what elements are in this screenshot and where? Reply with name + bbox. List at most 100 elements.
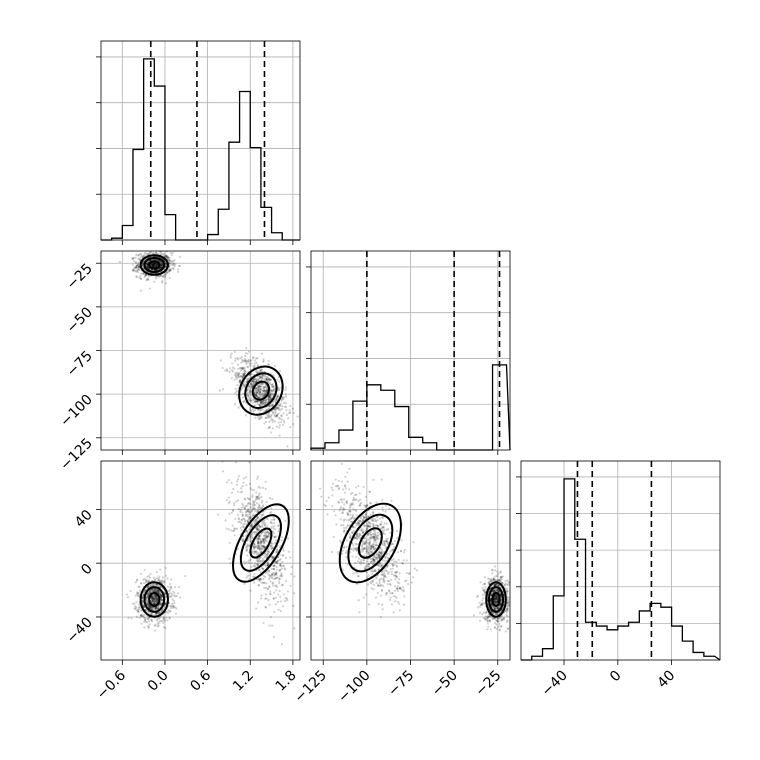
scatter-point <box>247 385 250 388</box>
scatter-point <box>343 503 346 506</box>
scatter-point <box>146 595 149 598</box>
scatter-point <box>243 519 247 522</box>
scatter-point <box>237 508 240 511</box>
scatter-point <box>258 568 261 572</box>
scatter-point <box>154 596 158 599</box>
scatter-point <box>150 264 154 267</box>
scatter-point <box>489 580 492 583</box>
scatter-point <box>396 536 399 540</box>
scatter-point <box>151 262 154 266</box>
scatter-point <box>272 387 275 390</box>
scatter-point <box>486 619 490 622</box>
scatter-point <box>284 395 288 398</box>
scatter-point <box>145 273 148 277</box>
scatter-point <box>275 397 278 401</box>
scatter-point <box>148 287 152 290</box>
scatter-point <box>256 529 259 532</box>
scatter-point <box>274 410 277 413</box>
scatter-point <box>254 521 257 524</box>
scatter-point <box>494 596 498 599</box>
scatter-point <box>169 269 172 272</box>
scatter-point <box>248 391 251 395</box>
scatter-point <box>494 595 497 599</box>
scatter-point <box>343 526 346 530</box>
scatter-point <box>139 582 143 585</box>
scatter-point <box>241 376 244 379</box>
scatter-point <box>472 614 476 617</box>
scatter-point <box>261 402 264 405</box>
scatter-point <box>252 356 255 359</box>
scatter-point <box>253 399 256 402</box>
scatter-point <box>270 547 273 550</box>
scatter-point <box>142 605 145 608</box>
scatter-point <box>155 599 159 602</box>
scatter-point <box>233 529 236 532</box>
scatter-point <box>267 377 271 380</box>
scatter-point <box>154 590 158 593</box>
scatter-point <box>155 251 158 254</box>
scatter-point <box>137 268 140 271</box>
scatter-point <box>228 512 231 515</box>
scatter-point <box>247 545 250 548</box>
scatter-point <box>264 586 268 590</box>
scatter-point <box>265 535 268 539</box>
scatter-point <box>505 614 508 617</box>
scatter-point <box>140 614 143 617</box>
scatter-point <box>137 271 140 274</box>
scatter-point <box>381 498 384 501</box>
scatter-point <box>496 597 499 601</box>
scatter-point <box>281 396 284 399</box>
scatter-point <box>152 265 155 269</box>
scatter-point <box>367 583 370 586</box>
scatter-point <box>134 256 137 259</box>
scatter-point <box>234 461 237 464</box>
scatter-point <box>131 256 134 260</box>
scatter-point <box>148 606 152 609</box>
scatter-point <box>150 599 153 602</box>
scatter-point <box>243 517 246 521</box>
scatter-point <box>248 374 251 377</box>
scatter-point <box>492 606 496 610</box>
scatter-point <box>259 525 262 528</box>
scatter-point <box>144 273 147 276</box>
scatter-point <box>250 385 253 388</box>
scatter-point <box>160 262 163 265</box>
scatter-point <box>507 583 510 587</box>
scatter-point <box>150 597 154 600</box>
scatter-point <box>153 265 156 268</box>
scatter-point <box>154 597 158 601</box>
scatter-point <box>240 518 244 521</box>
scatter-point <box>152 601 155 604</box>
scatter-point <box>217 513 220 516</box>
scatter-point <box>258 546 262 549</box>
scatter-point <box>235 527 239 530</box>
scatter-point <box>275 414 278 417</box>
scatter-point <box>178 264 181 267</box>
scatter-point <box>268 382 272 385</box>
scatter-point <box>154 595 158 598</box>
scatter-point <box>383 559 387 562</box>
scatter-point <box>271 573 274 576</box>
scatter-point <box>153 624 157 627</box>
scatter-point <box>172 267 175 271</box>
scatter-point <box>266 552 269 555</box>
scatter-point <box>231 366 235 369</box>
scatter-point <box>137 610 140 614</box>
scatter-point <box>487 577 490 580</box>
scatter-point <box>259 577 263 580</box>
scatter-point <box>257 396 260 399</box>
scatter-point <box>498 578 501 582</box>
scatter-point <box>245 362 248 365</box>
scatter-point <box>248 389 251 393</box>
scatter-point <box>252 488 256 492</box>
scatter-point <box>286 590 290 593</box>
scatter-point <box>272 393 275 396</box>
scatter-point <box>153 264 156 267</box>
scatter-point <box>283 567 286 570</box>
scatter-point <box>148 259 152 262</box>
scatter-point <box>253 546 256 550</box>
scatter-point <box>174 595 177 598</box>
scatter-point <box>289 584 292 587</box>
scatter-point <box>268 399 271 402</box>
scatter-point <box>252 520 256 523</box>
